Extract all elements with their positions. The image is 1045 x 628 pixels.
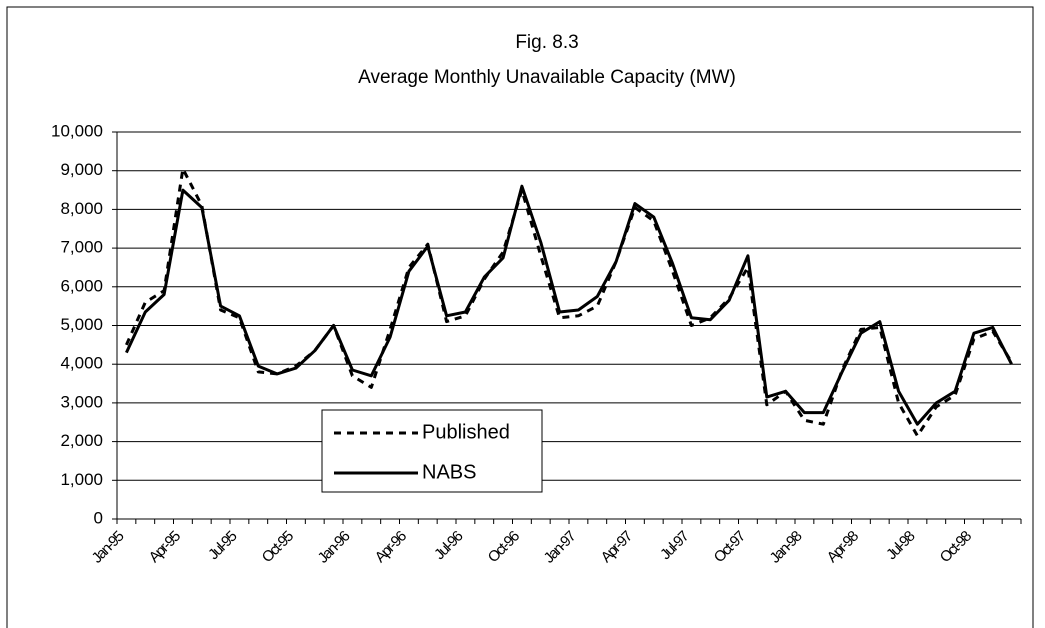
y-tick-label: 5,000	[60, 315, 103, 334]
legend-box	[321, 409, 543, 493]
legend-label: Published	[422, 421, 510, 443]
legend-label: NABS	[422, 461, 476, 483]
y-tick-label: 1,000	[60, 470, 103, 489]
y-tick-label: 3,000	[60, 392, 103, 411]
chart-subtitle: Average Monthly Unavailable Capacity (MW…	[358, 67, 736, 88]
y-tick-label: 0	[94, 508, 103, 527]
y-tick-label: 7,000	[60, 238, 103, 257]
y-tick-label: 8,000	[60, 199, 103, 218]
y-tick-label: 9,000	[60, 160, 103, 179]
y-tick-label: 10,000	[51, 121, 103, 140]
chart-title: Fig. 8.3	[515, 32, 578, 53]
chart-frame	[6, 6, 1034, 628]
y-tick-label: 6,000	[60, 276, 103, 295]
data-line	[125, 184, 1013, 426]
y-tick-label: 4,000	[60, 354, 103, 373]
y-tick-label: 2,000	[60, 431, 103, 450]
